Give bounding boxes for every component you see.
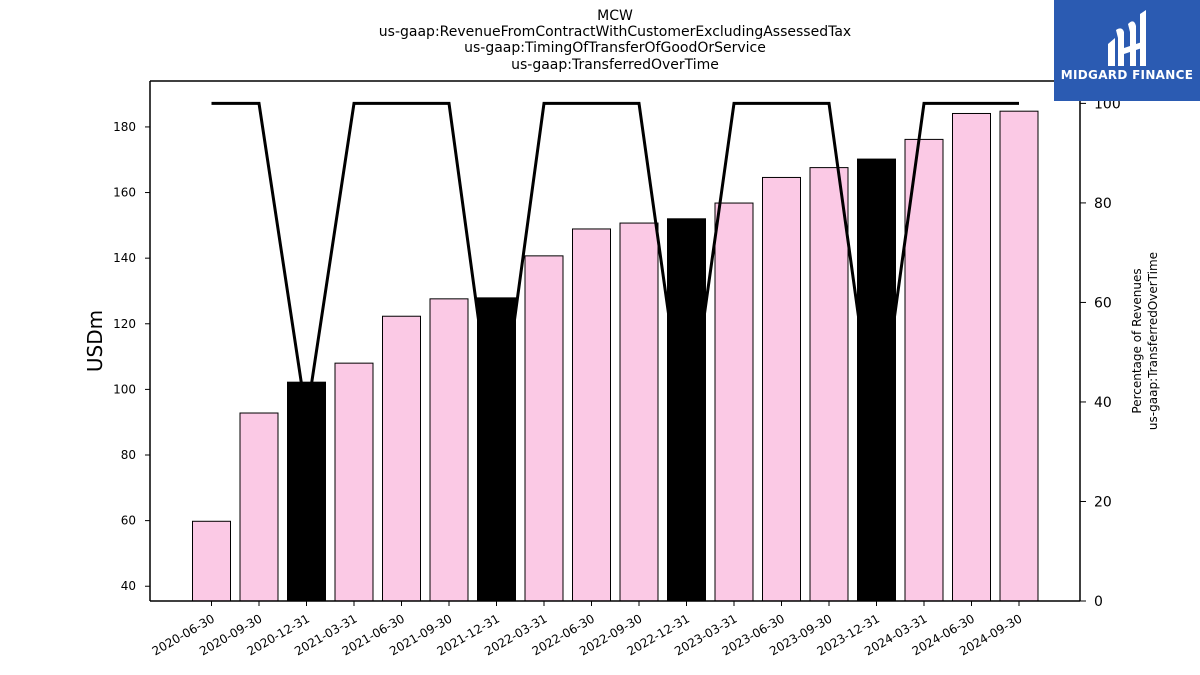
chart-title-line-4: us-gaap:TransferredOverTime — [511, 57, 719, 73]
bar — [809, 167, 849, 602]
y2-axis-label-line-2: us-gaap:TransferredOverTime — [1146, 252, 1160, 430]
y-tick-label: 60 — [121, 514, 136, 528]
y2-tick-label: 60 — [1094, 295, 1112, 311]
logo-text: MIDGARD FINANCE — [1060, 68, 1194, 82]
bar — [619, 222, 659, 602]
bar — [762, 176, 801, 602]
y-axis-label: USDm — [83, 310, 107, 372]
bar — [287, 381, 326, 602]
bar — [239, 412, 279, 602]
y-tick-label: 180 — [113, 120, 136, 134]
bar — [999, 110, 1039, 602]
logo-mark-icon — [1108, 10, 1146, 66]
bar — [429, 298, 469, 602]
bar — [572, 228, 611, 602]
y2-axis-label-line-1: Percentage of Revenues — [1130, 268, 1144, 413]
bar — [714, 202, 754, 602]
series-line — [211, 101, 1019, 452]
bar — [192, 520, 231, 602]
y2-tick-label: 20 — [1094, 494, 1112, 510]
chart-title-line-3: us-gaap:TimingOfTransferOfGoodOrService — [464, 40, 766, 56]
y-tick-label: 120 — [113, 317, 136, 331]
midgard-finance-logo: MIDGARD FINANCE — [1054, 0, 1200, 101]
bar — [524, 255, 564, 602]
bar — [334, 362, 374, 602]
y-tick-label: 80 — [121, 448, 136, 462]
y-tick-label: 160 — [113, 186, 136, 200]
bar — [382, 315, 421, 602]
y2-tick-label: 40 — [1094, 395, 1112, 411]
y2-tick-label: 0 — [1094, 594, 1103, 610]
y-tick-label: 100 — [113, 382, 136, 396]
chart-title-line-1: MCW — [597, 8, 633, 24]
y2-tick-label: 80 — [1094, 196, 1112, 212]
bar — [904, 138, 944, 602]
bar — [952, 112, 991, 602]
chart-title-line-2: us-gaap:RevenueFromContractWithCustomerE… — [378, 24, 852, 40]
bar — [857, 158, 896, 602]
y-tick-label: 140 — [113, 251, 136, 265]
bar — [667, 218, 706, 602]
y-tick-label: 40 — [121, 579, 136, 593]
